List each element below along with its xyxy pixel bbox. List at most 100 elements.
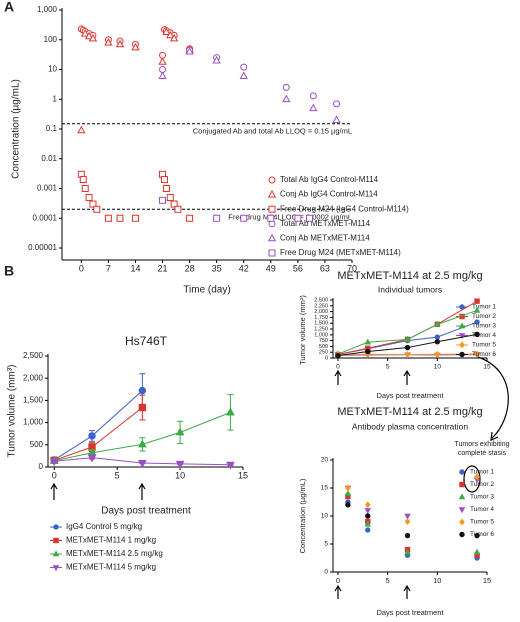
legend-label: Tumor 4 xyxy=(470,506,494,513)
y-tick-label: 1,750 xyxy=(314,315,328,321)
y-tick-label: 1,000 xyxy=(23,418,44,427)
y-tick-label: 2,500 xyxy=(23,351,44,360)
curved-arrow-head xyxy=(490,431,499,441)
marker xyxy=(404,548,411,555)
marker xyxy=(158,57,167,65)
legend-label: Tumor 6 xyxy=(470,531,494,538)
marker xyxy=(115,39,125,48)
panel-label: A xyxy=(4,0,14,15)
marker xyxy=(53,524,59,530)
x-tick-label: 49 xyxy=(266,263,276,273)
reference-label: Conjugated Ab and total Ab LLOQ = 0.15 µ… xyxy=(193,127,352,136)
marker xyxy=(459,518,465,526)
marker xyxy=(434,334,441,340)
y-tick-label: 1,000 xyxy=(314,332,328,338)
marker xyxy=(226,407,235,416)
x-tick-label: 5 xyxy=(115,470,120,480)
marker xyxy=(89,200,97,208)
marker xyxy=(186,214,194,222)
x-axis-label: Days post treatment xyxy=(376,391,444,400)
marker xyxy=(474,331,480,338)
marker xyxy=(240,214,248,222)
x-tick-label: 15 xyxy=(238,470,248,480)
legend-label: Tumor 5 xyxy=(472,342,496,349)
treatment-arrow xyxy=(334,584,342,599)
series-line xyxy=(54,407,143,461)
marker xyxy=(282,94,291,103)
series-line xyxy=(54,390,143,461)
legend-label: Free Drug M24 (METxMET-M114) xyxy=(280,248,401,257)
marker xyxy=(474,319,480,325)
marker xyxy=(404,513,411,520)
marker xyxy=(175,460,185,469)
marker xyxy=(309,92,317,100)
marker xyxy=(344,489,352,496)
treatment-arrow xyxy=(50,482,58,500)
chart-title: METxMET-M114 at 2.5 mg/kg xyxy=(337,406,482,418)
marker xyxy=(434,350,441,358)
marker xyxy=(267,189,277,198)
y-axis-label: Concentration (µg/mL) xyxy=(11,79,22,179)
x-tick-label: 63 xyxy=(320,263,330,273)
marker xyxy=(474,350,480,358)
stasis-circle xyxy=(463,465,481,493)
marker xyxy=(474,473,480,481)
marker xyxy=(404,518,411,526)
panel-label: B xyxy=(4,263,14,279)
y-tick-label: 2,000 xyxy=(314,309,328,315)
legend-label: Free Drug M24 (IgG4 Control-M114) xyxy=(280,204,409,213)
x-tick-label: 7 xyxy=(106,263,111,273)
marker xyxy=(169,33,179,42)
y-tick-label: 0 xyxy=(324,569,328,576)
x-tick-label: 0 xyxy=(79,263,84,273)
y-tick-label: 20 xyxy=(321,457,329,464)
marker xyxy=(239,71,248,79)
marker xyxy=(473,548,481,555)
legend-label: METxMET-M114 1 mg/kg xyxy=(66,536,156,545)
x-tick-label: 15 xyxy=(483,576,491,585)
legend-label: Tumor 6 xyxy=(472,351,496,358)
legend-label: Tumor 1 xyxy=(470,469,494,476)
marker xyxy=(458,493,466,500)
marker xyxy=(294,214,302,222)
x-tick-label: 28 xyxy=(185,263,195,273)
y-tick-label: 500 xyxy=(30,440,44,449)
legend-label: Tumor 2 xyxy=(472,313,496,320)
marker xyxy=(364,520,372,527)
marker xyxy=(104,37,113,46)
marker xyxy=(459,481,465,488)
marker xyxy=(459,341,465,349)
marker xyxy=(333,100,341,108)
marker xyxy=(104,214,112,222)
y-tick-label: 5 xyxy=(324,541,328,548)
marker xyxy=(459,531,465,538)
marker xyxy=(52,550,60,557)
x-tick-label: 5 xyxy=(386,576,390,585)
y-tick-label: 0.1 xyxy=(46,124,58,133)
marker xyxy=(52,565,60,572)
legend-label: Tumor 5 xyxy=(470,519,494,526)
y-tick-label: 250 xyxy=(319,350,328,356)
marker xyxy=(473,306,481,313)
marker xyxy=(268,205,276,213)
reference-label: Free drug M24LLOQ = 0.0002 µg/mL xyxy=(228,212,352,221)
y-tick-label: 0 xyxy=(325,355,328,361)
legend-label: Conj Ab IgG4 Control-M114 xyxy=(280,190,378,199)
marker xyxy=(85,193,93,201)
x-tick-label: 0 xyxy=(336,576,340,585)
x-tick-label: 15 xyxy=(483,364,491,371)
x-tick-label: 56 xyxy=(293,263,303,273)
marker xyxy=(458,507,466,514)
marker xyxy=(138,386,147,395)
marker xyxy=(79,176,87,184)
marker xyxy=(137,439,147,448)
y-tick-label: 0.01 xyxy=(41,154,57,163)
marker xyxy=(404,335,411,342)
marker xyxy=(474,298,480,304)
y-tick-label: 2,250 xyxy=(314,303,328,309)
legend-label: Tumor 3 xyxy=(470,494,494,501)
y-tick-label: 0.001 xyxy=(37,184,58,193)
marker xyxy=(459,351,465,358)
chart-title: Hs746T xyxy=(125,334,168,348)
y-tick-label: 1 xyxy=(53,94,58,103)
